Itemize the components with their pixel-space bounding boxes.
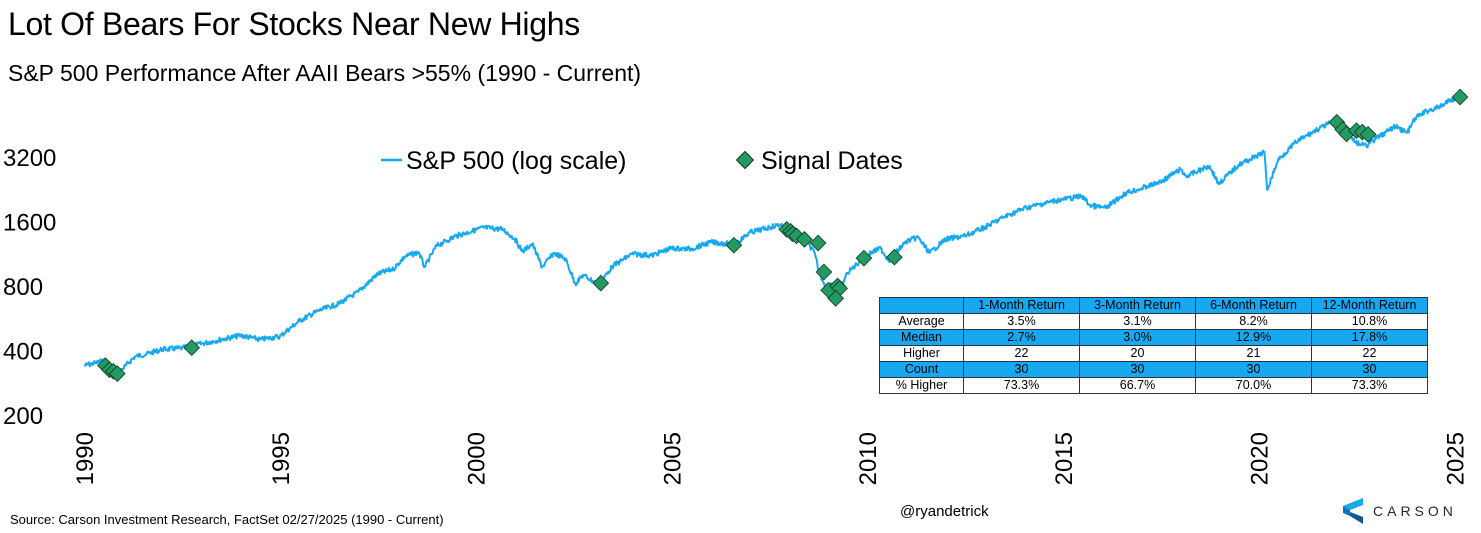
x-tick-label: 2025 [1442,432,1469,485]
table-header-cell: 6-Month Return [1195,297,1312,314]
table-cell: 22 [1311,345,1428,362]
legend-signal-swatch [735,150,755,170]
table-header-cell: 12-Month Return [1311,297,1428,314]
table-header-cell: 1-Month Return [963,297,1080,314]
y-tick-label: 1600 [3,210,56,237]
y-tick-label: 400 [3,339,43,366]
table-cell: 12.9% [1195,329,1312,346]
signal-marker [855,249,873,267]
legend: S&P 500 (log scale) Signal Dates [381,147,903,175]
chart-title: Lot Of Bears For Stocks Near New Highs [8,6,580,42]
table-cell: 3.1% [1079,313,1196,330]
chart-subtitle: S&P 500 Performance After AAII Bears >55… [8,60,642,86]
table-cell: 30 [1311,361,1428,378]
table-cell: 66.7% [1079,377,1196,394]
signal-marker [1359,126,1377,143]
table-row-pct-higher: % Higher 73.3% 66.7% 70.0% 73.3% [879,377,1428,394]
table-cell: 30 [1195,361,1312,378]
signal-marker [108,365,126,382]
signal-marker [1451,88,1469,106]
table-row-label: Median [879,329,964,346]
table-header-row: 1-Month Return 3-Month Return 6-Month Re… [879,297,1428,314]
carson-logo-icon [1343,498,1363,524]
table-row-label: Higher [879,345,964,362]
signal-marker [809,234,827,252]
table-cell: 3.5% [963,313,1080,330]
x-axis: 1990 1995 2000 2005 2010 2015 2020 2025 [72,432,1469,485]
table-row-label: % Higher [879,377,964,394]
y-tick-label: 3200 [3,145,56,172]
x-tick-label: 2010 [855,432,882,485]
table-row-label: Average [879,313,964,330]
table-cell: 20 [1079,345,1196,362]
table-cell: 73.3% [1311,377,1428,394]
signal-marker [886,248,903,266]
table-row-higher: Higher 22 20 21 22 [879,345,1428,362]
y-axis: 200 400 800 1600 3200 [3,145,56,430]
table-row-count: Count 30 30 30 30 [879,361,1428,378]
x-tick-label: 2005 [659,432,686,485]
table-header-cell: 3-Month Return [1079,297,1196,314]
carson-logo: CARSON [1343,498,1457,524]
signal-markers [97,88,1469,382]
author-handle: @ryandetrick [900,503,989,520]
table-cell: 73.3% [963,377,1080,394]
table-cell: 10.8% [1311,313,1428,330]
source-note: Source: Carson Investment Research, Fact… [10,512,444,527]
x-tick-label: 2015 [1051,432,1078,485]
legend-signal-label: Signal Dates [761,147,903,175]
table-cell: 2.7% [963,329,1080,346]
table-row-average: Average 3.5% 3.1% 8.2% 10.8% [879,313,1428,330]
table-cell: 17.8% [1311,329,1428,346]
table-cell: 8.2% [1195,313,1312,330]
y-tick-label: 200 [3,403,43,430]
table-cell: 30 [963,361,1080,378]
table-cell: 22 [963,345,1080,362]
signal-marker [592,274,610,292]
table-cell: 3.0% [1079,329,1196,346]
table-cell: 30 [1079,361,1196,378]
signal-marker [827,290,845,307]
sp500-line [83,94,1461,376]
x-tick-label: 1990 [72,432,99,485]
table-row-median: Median 2.7% 3.0% 12.9% 17.8% [879,329,1428,346]
y-tick-label: 800 [3,274,43,301]
carson-logo-text: CARSON [1373,503,1457,519]
signal-marker [796,231,813,248]
signal-marker [815,263,833,281]
table-header-cell [879,297,964,314]
returns-table: 1-Month Return 3-Month Return 6-Month Re… [879,297,1428,394]
x-tick-label: 2020 [1247,432,1274,485]
x-tick-label: 2000 [464,432,491,485]
signal-marker [183,339,201,357]
table-cell: 70.0% [1195,377,1312,394]
x-tick-label: 1995 [268,432,295,485]
table-row-label: Count [879,361,964,378]
table-cell: 21 [1195,345,1312,362]
signal-marker [725,236,743,254]
legend-series-label: S&P 500 (log scale) [406,147,627,175]
